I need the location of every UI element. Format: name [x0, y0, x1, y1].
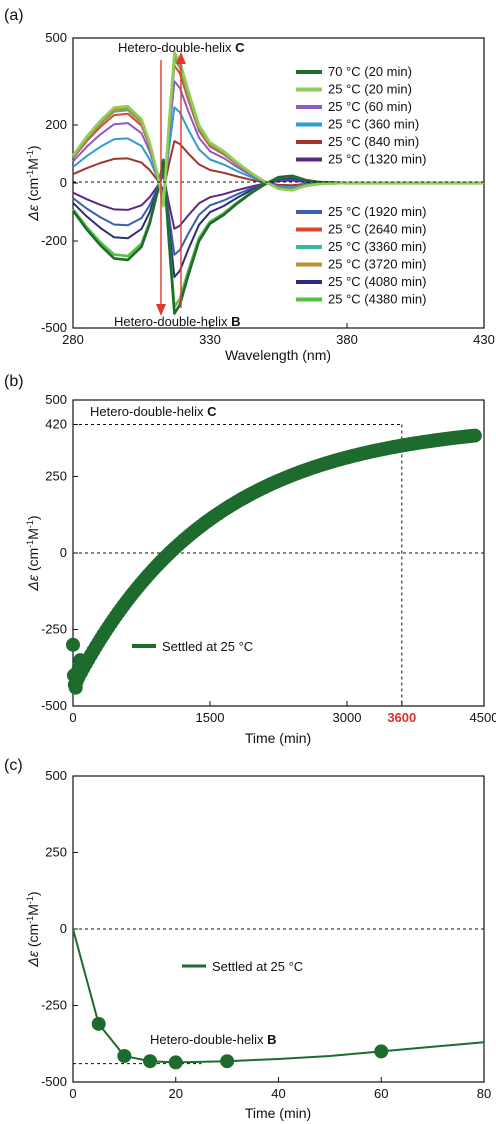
legend-entry: 25 °C (3360 min) [328, 239, 426, 254]
panel-c: (c) 0 20 40 60 80 -500 -250 0 250 500 Settled at … [4, 757, 491, 1121]
panel-b-points [66, 428, 482, 695]
legend-entry: 25 °C (4080 min) [328, 274, 426, 289]
panel-b-xtick-label: 3000 [333, 710, 362, 725]
panel-a-ticks: 280 330 380 430 -500 -200 0 200 500 [41, 30, 495, 347]
legend-entry: 25 °C (20 min) [328, 82, 412, 97]
legend-entry: 70 °C (20 min) [328, 64, 412, 79]
panel-c-xtick-label: 40 [271, 1086, 285, 1101]
panel-b-xtick-label: 0 [69, 710, 76, 725]
panel-a-legend: 70 °C (20 min) 25 °C (20 min) 25 °C (60 mi… [296, 64, 426, 307]
panel-b-ylabel: Δε (cm-1M-1) [25, 515, 41, 591]
panel-a-ylabel: Δε (cm-1M-1) [25, 145, 41, 221]
panel-a-ytick-label: 500 [45, 30, 67, 45]
panel-c-annotation: Hetero-double-helix B [150, 1032, 276, 1047]
panel-c-reference-lines [73, 928, 484, 1065]
data-point [66, 637, 80, 652]
panel-b-annotation: Hetero-double-helix C [90, 404, 217, 419]
data-point [168, 1055, 183, 1070]
legend-entry: 25 °C (1320 min) [328, 152, 426, 167]
data-point [143, 1054, 158, 1069]
panel-c-xtick-label: 60 [374, 1086, 388, 1101]
panel-b-reference-lines [73, 423, 484, 706]
panel-c-xtick-label: 80 [477, 1086, 491, 1101]
panel-c-label: (c) [4, 757, 23, 774]
panel-b-xlabel: Time (min) [245, 730, 311, 746]
panel-b-ytick-label: 420 [45, 416, 67, 431]
panel-a-ytick-label: 0 [60, 175, 67, 190]
panel-a-ytick-label: -500 [41, 320, 67, 335]
data-point [374, 1044, 389, 1059]
data-point [73, 653, 88, 668]
panel-c-ytick-label: -500 [41, 1074, 67, 1089]
panel-c-ylabel: Δε (cm-1M-1) [25, 891, 41, 967]
panel-a-label: (a) [4, 7, 24, 24]
data-point [117, 1048, 132, 1063]
panel-a-ytick-label: 200 [45, 117, 67, 132]
data-point [220, 1054, 235, 1069]
legend-entry: 25 °C (60 min) [328, 99, 412, 114]
panel-b-ytick-label: -500 [41, 698, 67, 713]
panel-b-xtick-label: 1500 [196, 710, 225, 725]
panel-b-ticks: 0 1500 3000 3600 4500 -500 -250 0 250 420 500 [41, 392, 496, 725]
panel-c-xlabel: Time (min) [245, 1105, 311, 1121]
data-point [69, 674, 84, 689]
panel-c-ytick-label: 250 [45, 845, 67, 860]
panel-b: (b) 0 1500 3000 3600 4500-500-2500250420500 … [4, 373, 496, 746]
panel-b-ytick-label: 250 [45, 469, 67, 484]
panel-b-ytick-label: 0 [60, 545, 67, 560]
panel-a-annotation-c: Hetero-double-helix C [118, 40, 245, 55]
data-point [467, 428, 482, 443]
legend-entry: 25 °C (1920 min) [328, 204, 426, 219]
panel-a-xlabel: Wavelength (nm) [225, 347, 331, 363]
panel-c-xtick-label: 0 [69, 1086, 76, 1101]
panel-a-xtick-label: 380 [336, 332, 358, 347]
legend-entry: 25 °C (2640 min) [328, 222, 426, 237]
spectrum-line [71, 51, 484, 208]
panel-c-ytick-label: 500 [45, 768, 67, 783]
panel-b-xtick-label: 3600 [387, 710, 416, 725]
panel-c-ytick-label: -250 [41, 998, 67, 1013]
legend-entry: 25 °C (3720 min) [328, 257, 426, 272]
panel-a: (a) 280 330 380 430 -500 -200 0 200 500 Hetero-d… [4, 7, 495, 363]
panel-c-xtick-label: 20 [169, 1086, 183, 1101]
arrow-down-icon [156, 304, 166, 316]
panel-a-annotation-b: Hetero-double-helix B [114, 314, 240, 329]
panel-c-series [72, 928, 485, 1070]
panel-a-arrows [156, 52, 186, 316]
panel-c-ytick-label: 0 [60, 921, 67, 936]
legend-entry: 25 °C (4380 min) [328, 292, 426, 307]
panel-c-legend: Settled at 25 °C [212, 959, 303, 974]
spectrum-line [71, 158, 484, 315]
panel-b-ytick-label: -250 [41, 622, 67, 637]
panel-a-xtick-label: 330 [199, 332, 221, 347]
panel-a-ytick-label: -200 [41, 233, 67, 248]
panel-b-label: (b) [4, 373, 24, 390]
panel-b-legend: Settled at 25 °C [162, 639, 253, 654]
legend-entry: 25 °C (360 min) [328, 117, 419, 132]
panel-a-xtick-label: 430 [473, 332, 495, 347]
data-point [91, 1016, 106, 1031]
series-line [72, 928, 485, 1064]
arrow-up-icon [176, 52, 186, 64]
panel-a-xtick-label: 280 [62, 332, 84, 347]
panel-b-xtick-label: 4500 [470, 710, 496, 725]
legend-entry: 25 °C (840 min) [328, 134, 419, 149]
panel-b-ytick-label: 500 [45, 392, 67, 407]
panel-c-ticks: 0 20 40 60 80 -500 -250 0 250 500 [41, 768, 491, 1101]
